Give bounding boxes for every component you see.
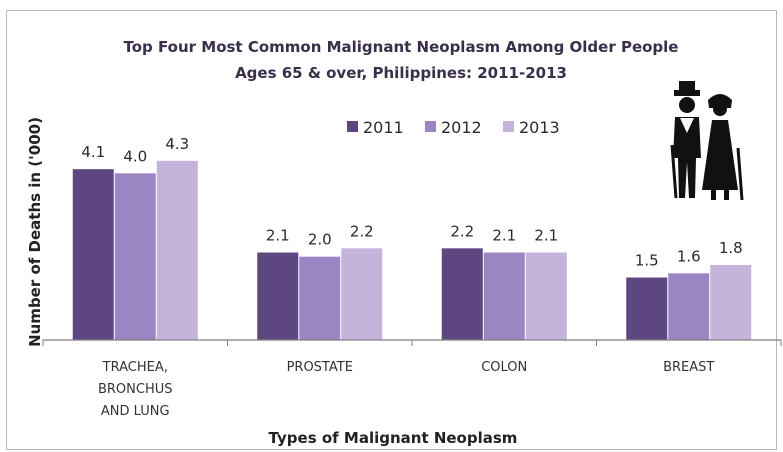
data-label: 2.1 — [492, 227, 516, 245]
data-label: 1.6 — [677, 247, 701, 265]
x-axis-title: Types of Malignant Neoplasm — [269, 429, 518, 447]
bars-group — [72, 160, 752, 340]
legend-label-2011: 2011 — [363, 118, 404, 137]
bar-2012 — [668, 273, 710, 340]
data-label: 1.5 — [635, 252, 659, 270]
bar-2013 — [525, 252, 567, 340]
chart-title: Top Four Most Common Malignant Neoplasm … — [124, 38, 679, 56]
bar-2013 — [710, 265, 752, 340]
bar-2013 — [156, 160, 198, 340]
y-axis-title: Number of Deaths in ('000) — [26, 117, 44, 347]
legend-swatch-2013 — [503, 121, 514, 132]
bar-2012 — [299, 256, 341, 340]
data-label: 4.1 — [81, 143, 105, 161]
bar-2011 — [626, 277, 668, 340]
data-label: 4.3 — [165, 135, 189, 153]
legend-label-2013: 2013 — [519, 118, 560, 137]
data-label: 2.1 — [534, 227, 558, 245]
bar-2011 — [257, 252, 299, 340]
bar-2012 — [114, 173, 156, 340]
legend-swatch-2011 — [347, 121, 358, 132]
bar-2011 — [441, 248, 483, 340]
data-labels-group: 4.1 4.0 4.3 2.1 2.0 2.2 2.2 2.1 2.1 1.5 1.6 1.8 — [81, 135, 742, 270]
data-label: 2.1 — [266, 227, 290, 245]
x-tick-label: TRACHEA, BRONCHUS AND LUNG — [98, 360, 173, 419]
data-label: 2.0 — [308, 231, 332, 249]
bar-2013 — [341, 248, 383, 340]
x-tick-label: BREAST — [663, 360, 714, 375]
data-label: 2.2 — [350, 222, 374, 240]
x-tick-label: PROSTATE — [287, 360, 353, 375]
bar-2011 — [72, 169, 114, 340]
x-ticks-group — [42, 340, 782, 346]
x-tick-labels-group: TRACHEA, BRONCHUS AND LUNG PROSTATE COLON BRE… — [98, 360, 714, 419]
bar-2012 — [483, 252, 525, 340]
legend-label-2012: 2012 — [441, 118, 482, 137]
elderly-couple-icon — [670, 81, 744, 201]
legend-swatch-2012 — [425, 121, 436, 132]
data-label: 1.8 — [719, 239, 743, 257]
data-label: 4.0 — [123, 147, 147, 165]
x-tick-label: COLON — [481, 360, 527, 375]
data-label: 2.2 — [450, 222, 474, 240]
legend: 2011 2012 2013 — [347, 118, 560, 137]
chart-subtitle: Ages 65 & over, Philippines: 2011-2013 — [235, 64, 567, 82]
